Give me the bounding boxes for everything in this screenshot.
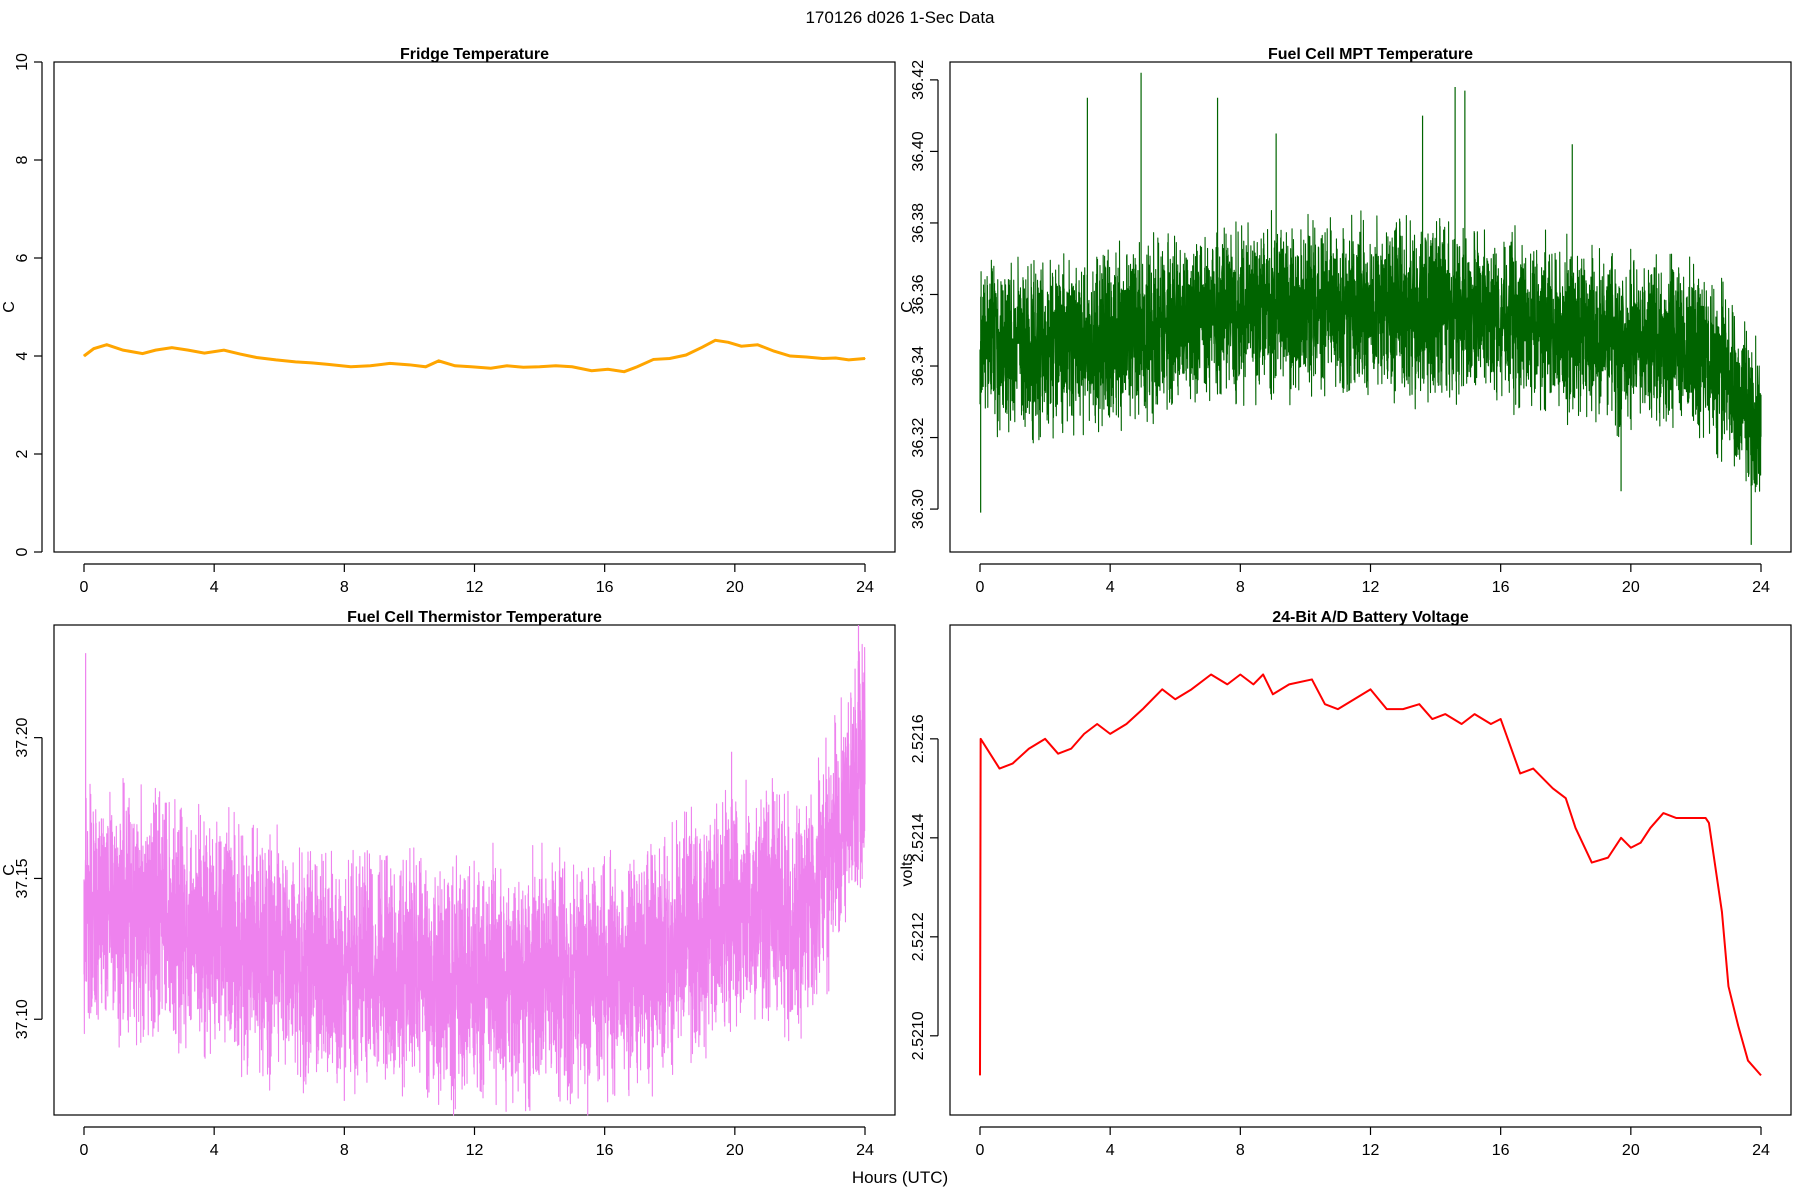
thermistor-panel: Fuel Cell Thermistor Temperature 0 4 8 12 16 2… [1, 609, 896, 1159]
battery-x-tick-label: 12 [1362, 1142, 1380, 1159]
mpt-y-tick-label: 36.38 [910, 203, 927, 243]
thermistor-series-line [83, 643, 866, 1116]
fridge-x-axis: 0 4 8 12 16 20 24 [80, 563, 874, 596]
battery-plot-frame [949, 624, 1792, 1116]
mpt-x-tick-label: 0 [976, 579, 985, 596]
mpt-x-tick-label: 12 [1362, 579, 1380, 596]
thermistor-x-tick-label: 16 [596, 1142, 614, 1159]
thermistor-x-tick-label: 4 [210, 1142, 219, 1159]
fridge-y-tick-label: 8 [14, 155, 31, 164]
battery-y-tick-label: 2.5212 [910, 912, 927, 961]
fridge-y-tick-label: 10 [14, 53, 31, 71]
fridge-title: Fridge Temperature [400, 46, 549, 63]
mpt-series-line [979, 209, 1762, 493]
mpt-x-tick-label: 8 [1236, 579, 1245, 596]
thermistor-x-tick-label: 20 [726, 1142, 744, 1159]
battery-x-tick-label: 16 [1492, 1142, 1510, 1159]
battery-x-tick-label: 4 [1106, 1142, 1115, 1159]
thermistor-title: Fuel Cell Thermistor Temperature [347, 609, 602, 626]
thermistor-x-tick-label: 8 [340, 1142, 349, 1159]
mpt-y-label: C [899, 301, 916, 313]
figure-xlabel: Hours (UTC) [852, 1168, 948, 1187]
battery-x-axis: 0 4 8 12 16 20 24 [976, 1126, 1770, 1159]
battery-y-label: volts [899, 854, 916, 887]
fridge-x-tick-label: 20 [726, 579, 744, 596]
thermistor-x-tick-label: 12 [466, 1142, 484, 1159]
thermistor-x-tick-label: 0 [80, 1142, 89, 1159]
mpt-x-axis: 0 4 8 12 16 20 24 [976, 563, 1770, 596]
battery-y-axis: 2.5210 2.5212 2.5214 2.5216 [910, 714, 939, 1060]
battery-y-tick-label: 2.5210 [910, 1011, 927, 1060]
fridge-y-tick-label: 6 [14, 253, 31, 262]
thermistor-y-tick-label: 37.20 [14, 718, 31, 758]
battery-y-tick-label: 2.5214 [910, 813, 927, 862]
thermistor-x-tick-label: 24 [856, 1142, 874, 1159]
figure-header: 170126 d026 1-Sec Data [805, 8, 995, 27]
mpt-y-tick-label: 36.40 [910, 131, 927, 171]
fridge-y-axis: 0 2 4 6 8 10 [14, 53, 43, 556]
mpt-y-tick-label: 36.30 [910, 489, 927, 529]
thermistor-y-tick-label: 37.15 [14, 858, 31, 898]
fridge-x-tick-label: 8 [340, 579, 349, 596]
thermistor-plot-frame [53, 624, 896, 1116]
battery-x-tick-label: 20 [1622, 1142, 1640, 1159]
thermistor-y-label: C [1, 864, 18, 876]
fridge-x-tick-label: 4 [210, 579, 219, 596]
fridge-series-trend [83, 338, 866, 374]
battery-x-tick-label: 8 [1236, 1142, 1245, 1159]
thermistor-x-axis: 0 4 8 12 16 20 24 [80, 1126, 874, 1159]
fridge-y-label: C [1, 301, 18, 313]
fridge-x-tick-label: 24 [856, 579, 874, 596]
fridge-y-tick-label: 0 [14, 547, 31, 556]
thermistor-y-axis: 37.10 37.15 37.20 [14, 718, 43, 1039]
fridge-plot-frame [53, 61, 896, 553]
mpt-y-tick-label: 36.34 [910, 346, 927, 386]
mpt-x-tick-label: 4 [1106, 579, 1115, 596]
mpt-y-tick-label: 36.32 [910, 417, 927, 457]
battery-x-tick-label: 24 [1752, 1142, 1770, 1159]
fridge-x-tick-label: 12 [466, 579, 484, 596]
mpt-title: Fuel Cell MPT Temperature [1268, 46, 1473, 63]
fridge-y-tick-label: 2 [14, 449, 31, 458]
battery-x-tick-label: 0 [976, 1142, 985, 1159]
battery-y-tick-label: 2.5216 [910, 714, 927, 763]
mpt-plot-frame [949, 61, 1792, 553]
battery-series-line [979, 673, 1762, 1077]
mpt-x-tick-label: 16 [1492, 579, 1510, 596]
mpt-x-tick-label: 20 [1622, 579, 1640, 596]
fridge-x-tick-label: 16 [596, 579, 614, 596]
mpt-y-tick-label: 36.36 [910, 274, 927, 314]
battery-panel: 24-Bit A/D Battery Voltage 0 4 8 12 16 20 24 2.5… [899, 609, 1792, 1159]
mpt-y-axis: 36.30 36.32 36.34 36.36 36.38 36.40 36.42 [910, 60, 939, 529]
fridge-x-tick-label: 0 [80, 579, 89, 596]
mpt-y-tick-label: 36.42 [910, 60, 927, 100]
mpt-x-tick-label: 24 [1752, 579, 1770, 596]
mpt-panel: Fuel Cell MPT Temperature 0 4 8 12 16 20 24 36.3… [899, 46, 1792, 596]
fridge-y-tick-label: 4 [14, 351, 31, 360]
thermistor-y-tick-label: 37.10 [14, 999, 31, 1039]
battery-title: 24-Bit A/D Battery Voltage [1272, 609, 1469, 626]
